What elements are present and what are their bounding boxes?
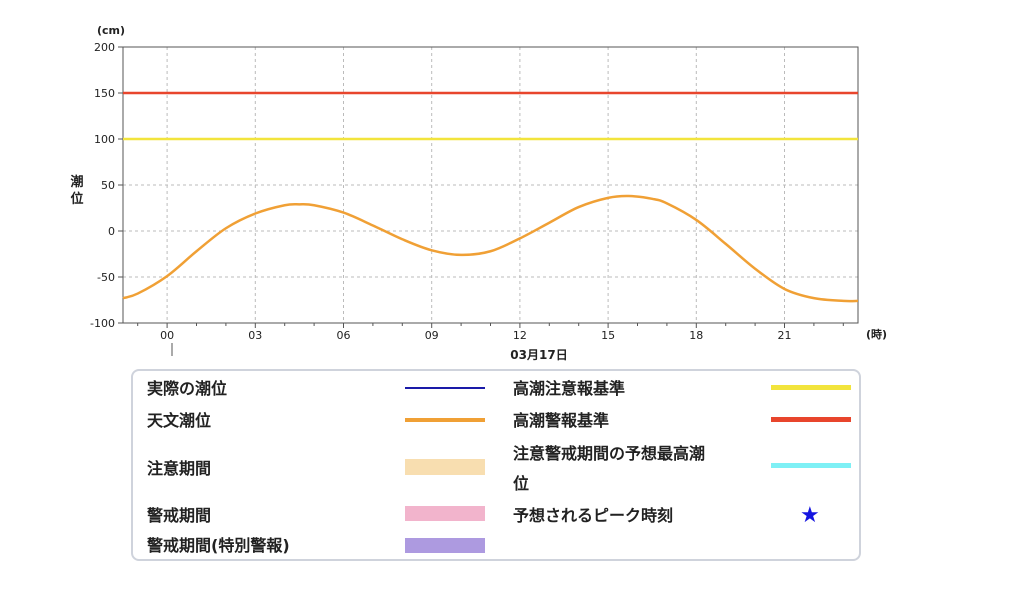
x-tick-label: 09 xyxy=(425,329,439,342)
legend-swatch-surge-advisory xyxy=(771,385,851,390)
y-tick-label: 100 xyxy=(94,133,115,146)
legend-swatch-surge-warning xyxy=(771,417,851,422)
chart-series xyxy=(122,91,859,303)
x-tick-label: 00 xyxy=(160,329,174,342)
legend-label-astro: 天文潮位 xyxy=(147,411,212,430)
legend-label-warning-period-special: 警戒期間(特別警報) xyxy=(147,536,290,555)
tide-chart: 200 150 100 50 0 -50 -100 00 03 06 09 12 15 18 21 (cm)… xyxy=(70,24,887,362)
y-axis-unit: (cm) xyxy=(97,24,125,37)
x-tick-label: 18 xyxy=(689,329,703,342)
y-tick-label: 50 xyxy=(101,179,115,192)
legend-label-warning-period: 警戒期間 xyxy=(147,506,212,525)
legend-swatch-warning-period xyxy=(405,506,485,521)
series-line-astronomical-tide xyxy=(122,194,859,303)
legend-swatch-actual xyxy=(405,387,485,389)
y-tick-label: -100 xyxy=(90,317,115,330)
y-axis-label-char-1: 潮 xyxy=(70,174,83,190)
legend-swatch-warning-period-special xyxy=(405,538,485,553)
legend-label-caution-period: 注意期間 xyxy=(147,459,212,478)
y-tick-label: 200 xyxy=(94,41,115,54)
legend-swatch-astro xyxy=(405,418,485,422)
x-axis-unit: (時) xyxy=(866,327,887,341)
x-tick-label: 12 xyxy=(513,329,527,342)
x-tick-label: 15 xyxy=(601,329,615,342)
y-axis-label-char-2: 位 xyxy=(70,191,83,207)
legend-label-surge-advisory: 高潮注意報基準 xyxy=(513,379,626,398)
legend-label-actual: 実際の潮位 xyxy=(147,379,228,398)
legend-swatch-max-tide xyxy=(771,463,851,468)
y-tick-label: -50 xyxy=(97,271,115,284)
y-tick-label: 150 xyxy=(94,87,115,100)
x-tick-label: 06 xyxy=(337,329,351,342)
date-label: 03月17日 xyxy=(510,348,567,362)
legend-label-surge-warning: 高潮警報基準 xyxy=(513,411,610,430)
x-tick-label: 21 xyxy=(778,329,792,342)
legend-swatch-caution-period xyxy=(405,459,485,475)
chart-grid xyxy=(123,47,858,323)
chart-axes: 200 150 100 50 0 -50 -100 00 03 06 09 12 15 18 21 xyxy=(90,41,844,342)
legend: 実際の潮位 天文潮位 注意期間 警戒期間 警戒期間(特別警報) 高潮注意報基準 … xyxy=(131,369,861,561)
legend-label-max-tide-1: 注意警戒期間の予想最高潮 xyxy=(513,444,706,463)
legend-label-max-tide-2: 位 xyxy=(513,474,530,493)
x-tick-label: 03 xyxy=(248,329,262,342)
star-icon: ★ xyxy=(800,503,820,528)
y-tick-label: 0 xyxy=(108,225,115,238)
legend-label-peak-time: 予想されるピーク時刻 xyxy=(513,506,674,525)
